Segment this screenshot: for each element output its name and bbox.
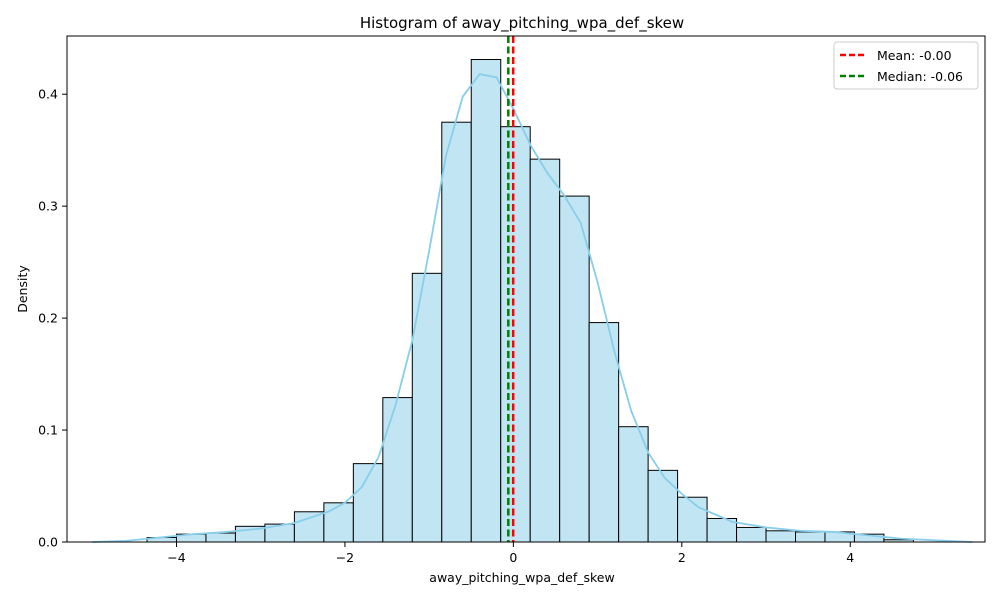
x-axis-label: away_pitching_wpa_def_skew xyxy=(429,570,614,585)
x-tick-label: 4 xyxy=(846,550,854,565)
histogram-bar xyxy=(500,126,531,543)
histogram-bar xyxy=(293,511,325,543)
x-tick-label: −2 xyxy=(336,550,354,565)
y-tick-label: 0.0 xyxy=(38,535,58,550)
plot-frame xyxy=(66,35,986,543)
histogram-bar xyxy=(382,397,413,543)
y-axis-label: Density xyxy=(15,265,30,313)
legend-median-label: Median: -0.06 xyxy=(877,69,963,84)
histogram-bar xyxy=(205,532,236,543)
histogram-bar xyxy=(588,322,620,543)
histogram-bar xyxy=(529,158,561,543)
histogram-bar xyxy=(470,59,502,543)
x-tick-label: −4 xyxy=(167,550,185,565)
histogram-bar xyxy=(736,526,767,543)
reference-lines xyxy=(507,36,515,542)
y-axis: 0.0 0.1 0.2 0.3 0.4 xyxy=(38,87,67,550)
kde-curve xyxy=(92,73,973,543)
histogram-bar xyxy=(677,496,708,543)
histogram-bar xyxy=(559,195,590,543)
histogram-bar xyxy=(441,121,472,543)
x-tick-label: 0 xyxy=(509,550,517,565)
histogram-bar xyxy=(647,469,679,543)
y-tick-label: 0.1 xyxy=(38,423,58,438)
y-tick-label: 0.2 xyxy=(38,311,58,326)
histogram-bar xyxy=(323,502,354,543)
x-axis: −4 −2 0 2 4 xyxy=(167,542,854,565)
bars xyxy=(146,59,914,543)
histogram-bar xyxy=(765,530,797,543)
y-tick-label: 0.4 xyxy=(38,87,58,102)
y-tick-label: 0.3 xyxy=(38,199,58,214)
legend-box xyxy=(833,41,979,90)
chart-title: Histogram of away_pitching_wpa_def_skew xyxy=(360,14,684,33)
histogram-bar xyxy=(618,426,649,543)
legend: Mean: -0.00 Median: -0.06 xyxy=(833,41,979,90)
x-tick-label: 2 xyxy=(678,550,686,565)
legend-mean-label: Mean: -0.00 xyxy=(877,48,952,63)
histogram-bar xyxy=(795,531,826,543)
